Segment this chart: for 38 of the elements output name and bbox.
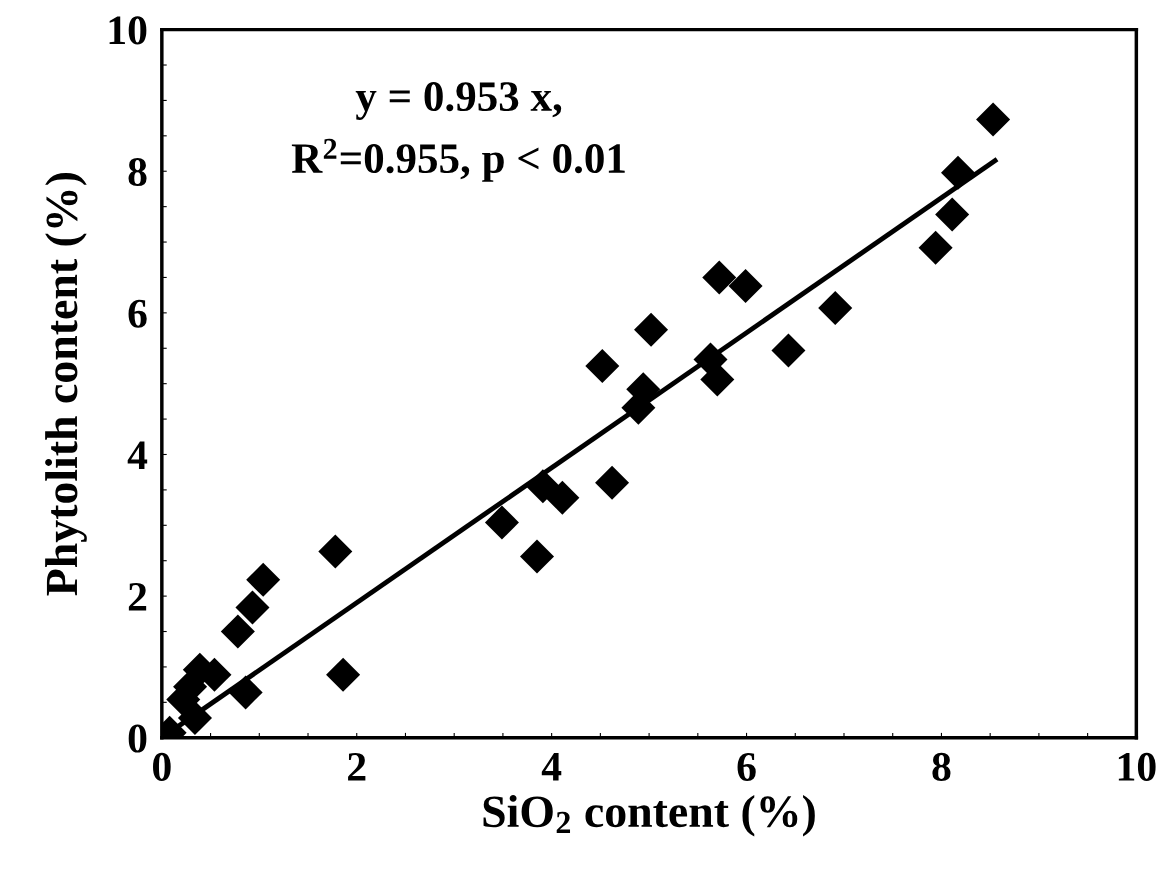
point [318, 534, 353, 569]
x-tick-label: 2 [348, 752, 366, 781]
x-tick-label: 6 [737, 752, 756, 781]
point [525, 469, 560, 504]
point [520, 539, 555, 574]
point [545, 480, 580, 515]
y-tick-label: 4 [127, 441, 148, 469]
point [595, 465, 630, 500]
x-axis-title: SiO$_{2}$ content (%) [483, 794, 815, 837]
x-tick-label: 10 [1118, 752, 1156, 781]
point [728, 268, 763, 303]
y-tick-label: 6 [128, 299, 147, 328]
point [976, 102, 1011, 137]
y-tick-label: 0 [128, 724, 147, 753]
point [935, 197, 970, 232]
point [235, 590, 270, 625]
point [326, 657, 361, 692]
x-tick-label: 0 [153, 752, 171, 781]
point [246, 562, 281, 597]
point [918, 230, 953, 265]
annotation: y = 0.953 x, [355, 82, 562, 120]
y-tick-label: 8 [128, 157, 147, 187]
point [818, 290, 853, 325]
y-tick-label: 2 [128, 582, 147, 611]
x-tick-label: 4 [541, 753, 562, 781]
annotation: R$^{2}$=0.955, p < 0.01 [291, 138, 625, 182]
point [177, 700, 212, 735]
point [771, 333, 806, 368]
point [702, 260, 737, 295]
x-tick-label: 8 [932, 752, 951, 781]
y-axis-title: Phytolith content (%) [45, 173, 87, 596]
point [220, 614, 255, 649]
point [484, 505, 519, 540]
point [228, 675, 263, 710]
point [585, 348, 620, 383]
point [634, 312, 669, 347]
point [941, 155, 976, 190]
y-tick-label: 10 [109, 16, 147, 45]
